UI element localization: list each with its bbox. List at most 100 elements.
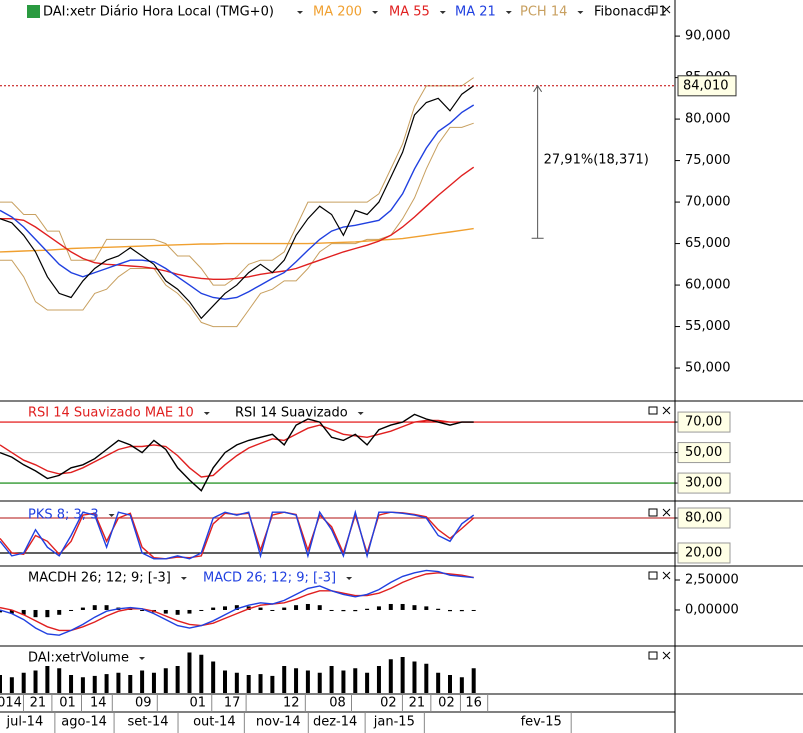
bar xyxy=(187,652,192,693)
legend-label: MA 200 xyxy=(313,5,362,20)
dropdown-arrow xyxy=(439,11,446,14)
month-label: fev-15 xyxy=(521,715,562,730)
dropdown-arrow xyxy=(180,577,187,580)
bar xyxy=(21,609,26,615)
window-button xyxy=(648,651,658,660)
bar xyxy=(471,668,476,693)
month-label: jul-14 xyxy=(6,715,44,730)
bar xyxy=(234,605,239,610)
bar xyxy=(329,609,334,611)
bar xyxy=(459,677,464,693)
bar xyxy=(294,605,299,610)
bar xyxy=(317,672,322,693)
legend-label: MA 21 xyxy=(455,5,496,20)
bar xyxy=(163,609,168,614)
month-label: out-14 xyxy=(193,715,236,730)
bar xyxy=(365,608,370,610)
bar xyxy=(424,663,429,693)
series-line xyxy=(0,419,474,478)
y-tick-label: 70,000 xyxy=(685,195,731,210)
bar xyxy=(104,674,109,693)
bar xyxy=(128,675,133,693)
bar xyxy=(400,657,405,693)
dropdown-arrow xyxy=(505,11,512,14)
dropdown-arrow xyxy=(297,11,303,14)
bar xyxy=(92,675,97,693)
bar xyxy=(388,659,393,693)
close-button xyxy=(662,508,671,517)
bar xyxy=(353,609,358,612)
bar xyxy=(175,666,180,693)
bar xyxy=(353,668,358,693)
legend-label: PKS 8; 3; 3 xyxy=(28,508,99,523)
channel-line xyxy=(0,122,474,328)
bar xyxy=(282,607,287,610)
tick-box xyxy=(677,442,731,464)
bar xyxy=(448,609,452,612)
series-line xyxy=(0,227,474,253)
bar xyxy=(69,609,74,611)
series-line xyxy=(0,104,475,300)
signal-line xyxy=(0,572,474,632)
bar xyxy=(329,666,334,693)
bar xyxy=(151,672,156,693)
bar xyxy=(140,670,145,693)
bar xyxy=(471,609,476,611)
bar xyxy=(365,672,370,693)
bar xyxy=(33,609,38,618)
series-line xyxy=(0,569,474,636)
dropdown-arrow xyxy=(357,412,364,415)
y-tick-label: 90,000 xyxy=(685,29,731,44)
y-tick-label: 80,000 xyxy=(685,112,731,127)
dropdown-arrow xyxy=(346,577,353,580)
bar xyxy=(116,672,121,693)
y-tick-label: 50,000 xyxy=(685,361,731,376)
bar xyxy=(21,672,26,693)
legend-label: RSI 14 Suavizado xyxy=(235,406,348,421)
x-tick-label: 08 xyxy=(329,696,346,711)
month-label: set-14 xyxy=(127,715,168,730)
bar xyxy=(211,661,216,693)
y-tick-label: 2,50000 xyxy=(685,572,739,587)
x-tick-label: 01 xyxy=(189,696,206,711)
dropdown-arrow xyxy=(203,412,210,415)
y-tick-label: 0,00000 xyxy=(685,602,739,617)
price-line xyxy=(0,85,475,320)
bar xyxy=(436,672,441,693)
close-button xyxy=(662,406,671,415)
x-tick-label: 21 xyxy=(409,696,426,711)
y-tick-label: 55,000 xyxy=(685,319,731,334)
dropdown-arrow xyxy=(577,11,584,14)
bar xyxy=(400,603,405,610)
legend-label: MACD 26; 12; 9; [-3] xyxy=(203,571,336,586)
tick-box xyxy=(677,507,731,529)
bar xyxy=(199,609,204,611)
month-label: ago-14 xyxy=(61,715,107,730)
legend-label: DAI:xetrVolume xyxy=(28,651,129,666)
x-tick-label: 17 xyxy=(224,696,241,711)
series-line xyxy=(0,413,474,492)
bar xyxy=(436,608,441,610)
bar xyxy=(9,677,14,693)
x-tick-label: 21 xyxy=(30,696,47,711)
window-button xyxy=(648,508,658,517)
close-button xyxy=(662,571,671,580)
y-tick-label: 60,000 xyxy=(685,278,731,293)
x-tick-label: 12 xyxy=(283,696,300,711)
bar xyxy=(258,607,263,610)
bar xyxy=(9,609,14,614)
bar xyxy=(140,609,145,611)
legend-label: RSI 14 Suavizado MAE 10 xyxy=(28,406,194,421)
close-button xyxy=(662,651,671,660)
bar xyxy=(341,609,346,612)
y-tick-label: 30,00 xyxy=(685,476,722,491)
x-tick-label: 14 xyxy=(90,696,107,711)
y-tick-label: 80,00 xyxy=(685,511,722,526)
bar xyxy=(57,668,62,693)
bar xyxy=(376,606,381,610)
channel-line xyxy=(0,77,474,286)
bar xyxy=(305,603,310,610)
bar xyxy=(282,666,287,693)
bar xyxy=(211,607,216,610)
